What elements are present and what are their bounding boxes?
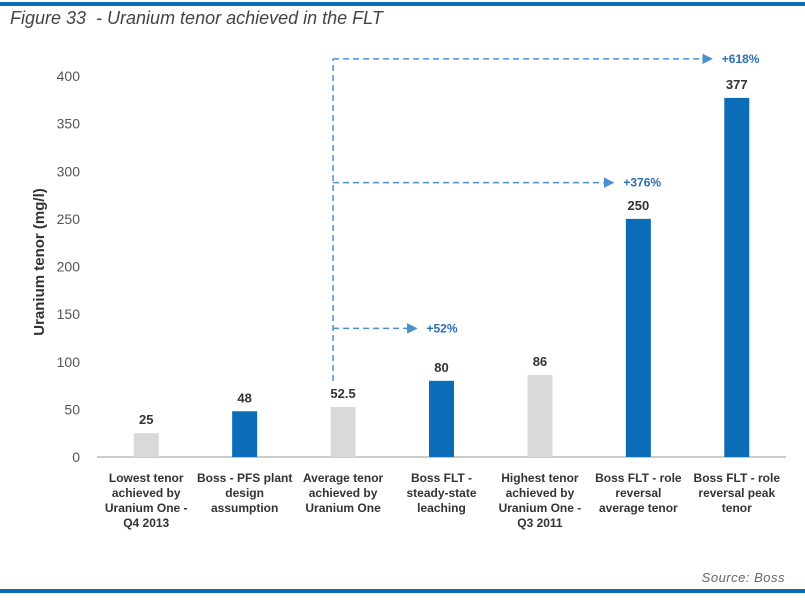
x-tick-label: Boss FLT -steady-state leaching: [406, 471, 476, 515]
bottom-rule: [0, 589, 805, 593]
y-tick-label: 0: [72, 449, 80, 465]
y-axis-label: Uranium tenor (mg/l): [31, 188, 48, 336]
annotation-label: +52%: [427, 321, 458, 335]
data-label: 48: [237, 390, 251, 405]
bar: [625, 218, 651, 457]
annotation-label: +618%: [722, 52, 760, 66]
figure-title: Figure 33 - Uranium tenor achieved in th…: [10, 8, 383, 28]
data-label: 250: [628, 198, 650, 213]
annotation-label: +376%: [623, 176, 661, 190]
bar: [527, 375, 553, 457]
x-tick-label: Lowest tenor achieved by Uranium One -Q4 2…: [105, 471, 188, 530]
bar: [330, 406, 356, 457]
data-label: 377: [726, 77, 748, 92]
bar: [429, 380, 454, 457]
y-tick-label: 150: [57, 306, 81, 322]
data-label: 52.5: [330, 386, 355, 401]
bar: [724, 97, 750, 457]
bar: [133, 433, 159, 457]
source-note: Source: Boss: [701, 570, 785, 585]
y-tick-label: 400: [57, 68, 81, 84]
x-tick-label: Boss FLT - role reversal peak tenor: [694, 471, 781, 515]
x-tick-label: Average tenor achieved by Uranium One: [303, 471, 384, 515]
x-tick-label: Highest tenor achieved by Uranium One -Q3 …: [499, 471, 582, 530]
y-tick-label: 350: [57, 116, 81, 132]
bar: [232, 411, 258, 457]
x-tick-label: Boss - PFS plant design assumption: [197, 471, 292, 515]
data-label: 80: [434, 360, 448, 375]
y-tick-label: 250: [57, 211, 81, 227]
data-label: 86: [533, 354, 547, 369]
data-label: 25: [139, 412, 153, 427]
y-tick-label: 50: [64, 401, 80, 417]
x-tick-label: Boss FLT - role reversal average tenor: [595, 471, 682, 515]
top-rule: [0, 2, 805, 6]
y-tick-label: 200: [57, 259, 81, 275]
y-tick-label: 100: [57, 354, 81, 370]
y-tick-label: 300: [57, 163, 81, 179]
